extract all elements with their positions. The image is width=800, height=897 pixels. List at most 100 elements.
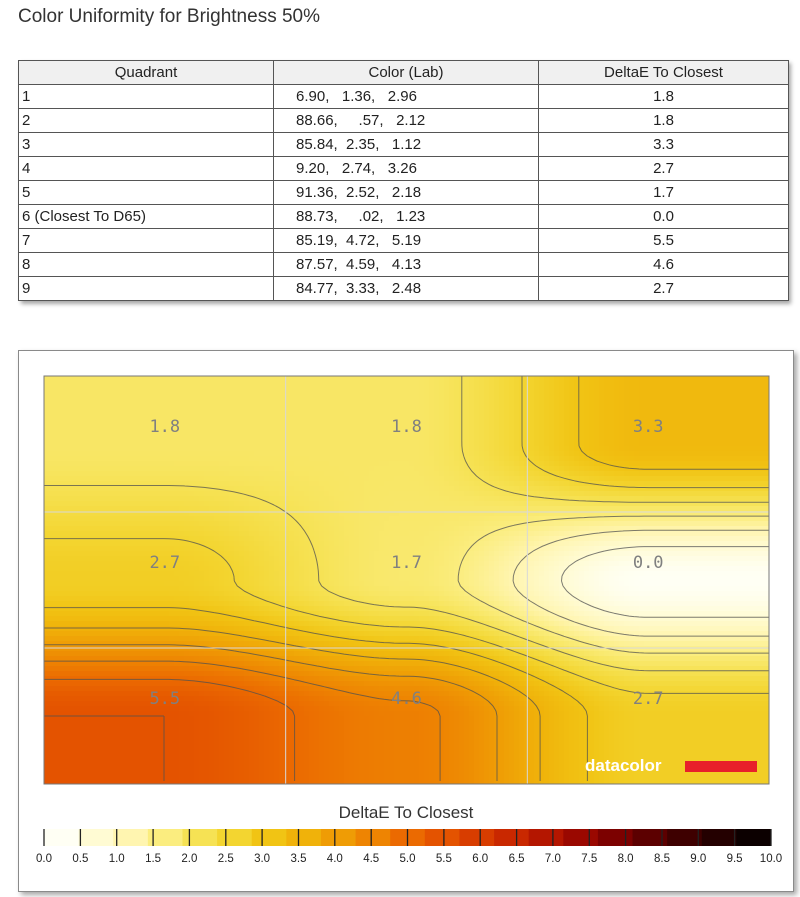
- heat-cell: [544, 456, 550, 462]
- heat-cell: [309, 451, 315, 457]
- heat-cell: [684, 426, 690, 432]
- heat-cell: [539, 446, 545, 452]
- heat-cell: [654, 491, 660, 497]
- heat-cell: [254, 526, 260, 532]
- heat-cell: [224, 421, 230, 427]
- heat-cell: [629, 511, 635, 517]
- heat-cell: [354, 456, 360, 462]
- heat-cell: [319, 431, 325, 437]
- heat-cell: [654, 421, 660, 427]
- heat-cell: [729, 391, 735, 397]
- heat-cell: [479, 536, 485, 542]
- heat-cell: [719, 521, 725, 527]
- heat-cell: [599, 511, 605, 517]
- heat-cell: [549, 531, 555, 537]
- heat-cell: [194, 456, 200, 462]
- heat-cell: [534, 491, 540, 497]
- heat-cell: [374, 516, 380, 522]
- heat-cell: [349, 406, 355, 412]
- heat-cell: [614, 501, 620, 507]
- heat-cell: [94, 461, 100, 467]
- heat-cell: [359, 391, 365, 397]
- heat-cell: [234, 411, 240, 417]
- heat-cell: [669, 471, 675, 477]
- heat-cell: [314, 456, 320, 462]
- heat-cell: [149, 381, 155, 387]
- heat-cell: [354, 451, 360, 457]
- heat-cell: [444, 511, 450, 517]
- heat-cell: [324, 501, 330, 507]
- heat-cell: [574, 461, 580, 467]
- heat-cell: [694, 426, 700, 432]
- heat-cell: [89, 446, 95, 452]
- heat-cell: [209, 451, 215, 457]
- heat-cell: [419, 476, 425, 482]
- heat-cell: [64, 511, 70, 517]
- heat-cell: [129, 461, 135, 467]
- heat-cell: [684, 481, 690, 487]
- heat-cell: [349, 501, 355, 507]
- heat-cell: [504, 466, 510, 472]
- heat-cell: [149, 411, 155, 417]
- heat-cell: [204, 536, 210, 542]
- heat-cell: [684, 461, 690, 467]
- heat-cell: [274, 476, 280, 482]
- heat-cell: [414, 491, 420, 497]
- heat-cell: [184, 391, 190, 397]
- heat-cell: [324, 401, 330, 407]
- heat-cell: [174, 381, 180, 387]
- heat-cell: [669, 446, 675, 452]
- heat-cell: [269, 461, 275, 467]
- heat-cell: [154, 516, 160, 522]
- heat-cell: [279, 451, 285, 457]
- heat-cell: [59, 501, 65, 507]
- heat-cell: [739, 511, 745, 517]
- heat-cell: [454, 401, 460, 407]
- heat-cell: [519, 511, 525, 517]
- heat-cell: [204, 446, 210, 452]
- heat-cell: [114, 526, 120, 532]
- heat-cell: [539, 471, 545, 477]
- heat-cell: [199, 386, 205, 392]
- heat-cell: [189, 406, 195, 412]
- heat-cell: [159, 456, 165, 462]
- heat-cell: [314, 511, 320, 517]
- heat-cell: [314, 466, 320, 472]
- heat-cell: [559, 461, 565, 467]
- heat-cell: [99, 416, 105, 422]
- heat-cell: [424, 491, 430, 497]
- heat-cell: [534, 406, 540, 412]
- heat-cell: [519, 496, 525, 502]
- heat-cell: [104, 416, 110, 422]
- heat-cell: [484, 536, 490, 542]
- heat-cell: [434, 511, 440, 517]
- heat-cell: [644, 456, 650, 462]
- heat-cell: [444, 401, 450, 407]
- heat-cell: [704, 446, 710, 452]
- heat-cell: [119, 401, 125, 407]
- heat-cell: [729, 496, 735, 502]
- heat-cell: [89, 451, 95, 457]
- heat-cell: [274, 526, 280, 532]
- heat-cell: [339, 536, 345, 542]
- heat-cell: [704, 411, 710, 417]
- heat-cell: [429, 411, 435, 417]
- heat-cell: [524, 441, 530, 447]
- heat-cell: [669, 451, 675, 457]
- heat-cell: [249, 516, 255, 522]
- heat-cell: [444, 441, 450, 447]
- heat-cell: [504, 541, 510, 547]
- heat-cell: [714, 511, 720, 517]
- heat-cell: [719, 526, 725, 532]
- heat-cell: [569, 521, 575, 527]
- heat-cell: [594, 401, 600, 407]
- heat-cell: [299, 431, 305, 437]
- heat-cell: [434, 421, 440, 427]
- heat-cell: [654, 501, 660, 507]
- heat-cell: [524, 456, 530, 462]
- heat-cell: [334, 391, 340, 397]
- heat-cell: [599, 421, 605, 427]
- heat-cell: [274, 441, 280, 447]
- heat-cell: [149, 506, 155, 512]
- heat-cell: [394, 386, 400, 392]
